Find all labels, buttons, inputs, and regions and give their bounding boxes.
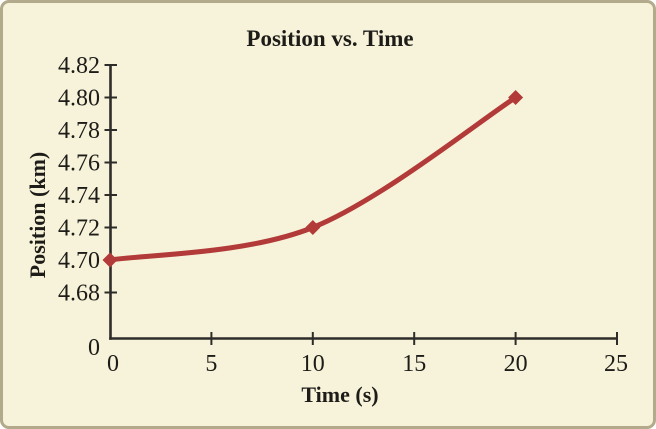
x-tick-label-20: 20 (504, 351, 528, 377)
y-tick-label-4-70: 4.70 (58, 248, 100, 274)
x-tick-label-10: 10 (301, 351, 325, 377)
data-point-marker (508, 90, 524, 105)
x-tick-label-25: 25 (604, 351, 628, 377)
data-point-marker (305, 220, 321, 235)
y-tick-label-4-68: 4.68 (58, 281, 100, 307)
data-point-marker (102, 252, 118, 268)
data-series-line (107, 95, 519, 263)
y-tick-label-4-76: 4.76 (58, 151, 100, 177)
y-axis-origin-label: 0 (88, 335, 100, 361)
y-axis-label: Position (km) (25, 152, 50, 279)
y-tick-label-4-72: 4.72 (58, 216, 100, 242)
x-tick-label-5: 5 (205, 351, 217, 377)
position-vs-time-chart: Position vs. Time 4.82 4.80 4.78 4.76 4.… (25, 26, 628, 407)
y-tick-label-4-82: 4.82 (58, 53, 100, 79)
x-axis-label: Time (s) (301, 382, 378, 407)
x-tick-label-15: 15 (402, 351, 426, 377)
y-tick-label-4-80: 4.80 (58, 86, 100, 112)
y-tick-label-4-78: 4.78 (58, 118, 100, 144)
x-tick-label-0: 0 (107, 351, 119, 377)
chart-title: Position vs. Time (246, 26, 413, 51)
y-tick-label-4-74: 4.74 (58, 183, 100, 209)
